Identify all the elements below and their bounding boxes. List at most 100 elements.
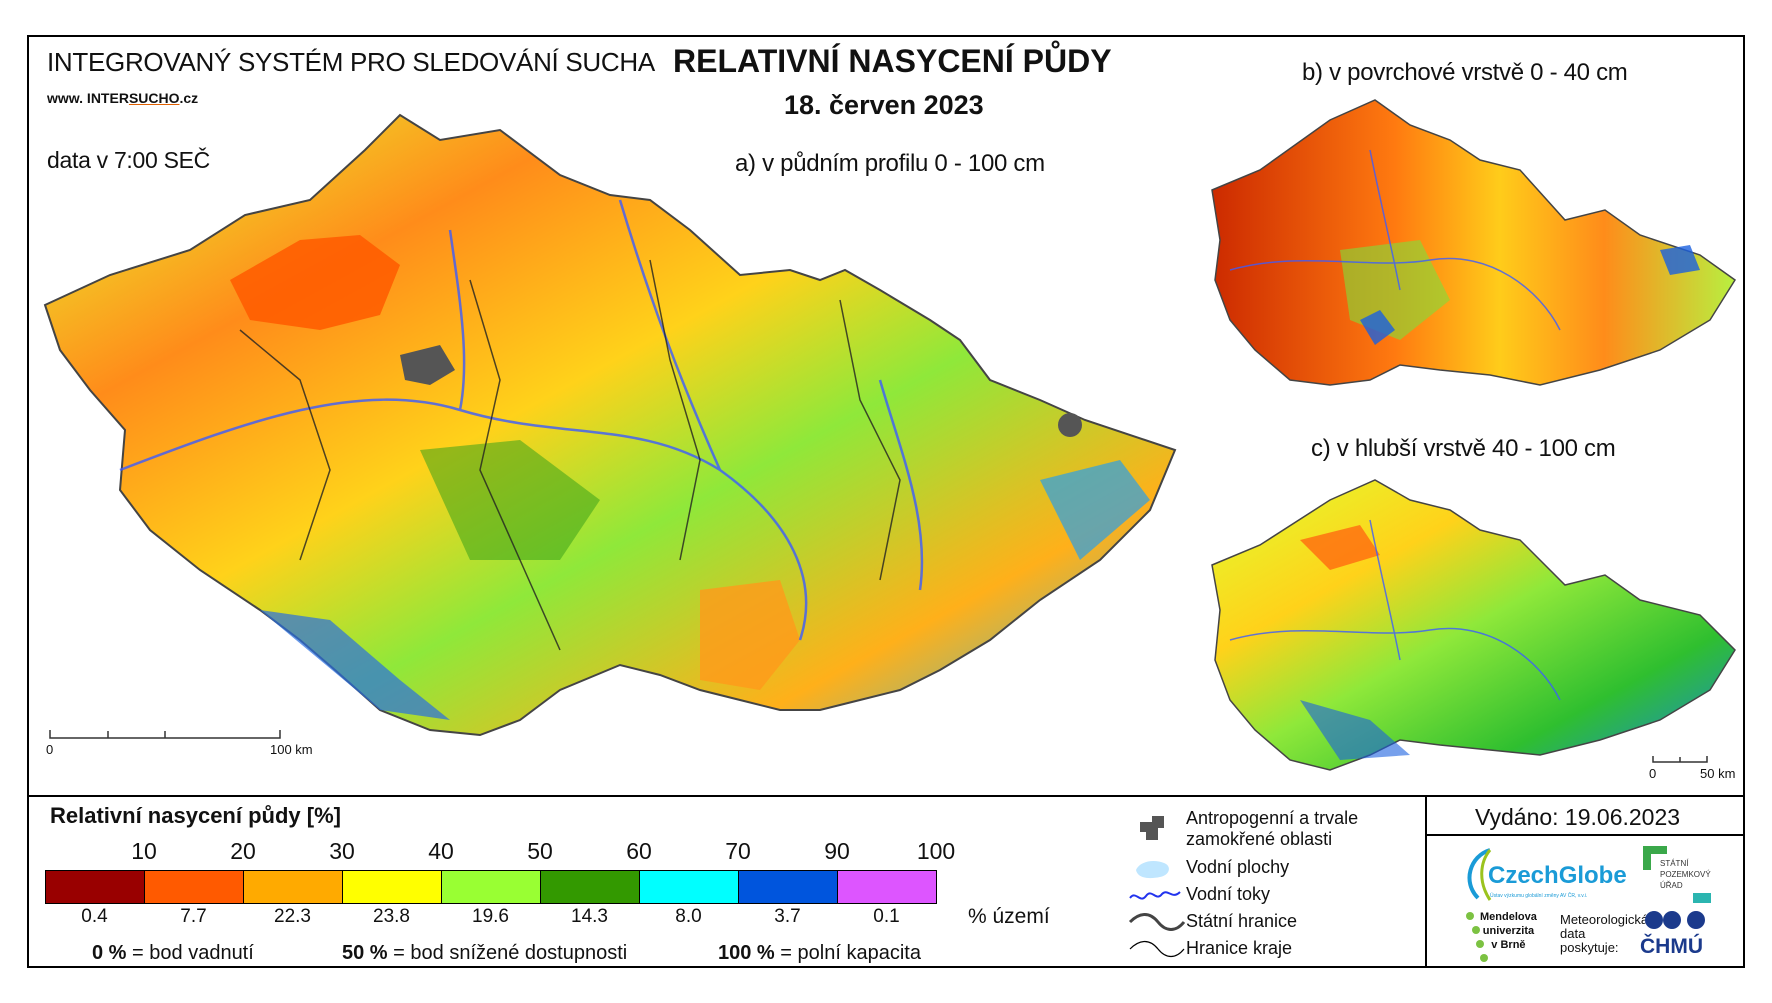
blue-spots-b — [1360, 245, 1700, 345]
map-a-label: a) v půdním profilu 0 - 100 cm — [735, 150, 1045, 177]
mendel-line3: v Brně — [1491, 939, 1526, 951]
note3-value: 100 % — [718, 942, 775, 964]
region-borders-a — [239, 259, 901, 651]
czechglobe-logo[interactable]: CzechGlobe — [1488, 862, 1627, 889]
blue-area-east-a — [1040, 460, 1150, 560]
website-link[interactable]: www. INTERSUCHO.cz — [47, 90, 198, 106]
symbol-state-border: Státní hranice — [1186, 911, 1298, 931]
spu-line1: STÁTNÍ — [1660, 859, 1689, 868]
legend-area-value: 3.7 — [774, 906, 801, 927]
symbol-anthropogenic-line1: Antropogenní a trvale — [1186, 808, 1359, 828]
meteo-line1: Meteorologická — [1560, 912, 1649, 927]
scale-small-end: 50 km — [1700, 766, 1736, 781]
issued-date: Vydáno: 19.06.2023 — [1475, 804, 1681, 830]
czech-republic-outline-b — [1211, 99, 1737, 386]
rivers-c — [1229, 519, 1561, 701]
color-scale-swatch — [145, 871, 244, 903]
color-scale-swatch — [541, 871, 640, 903]
symbol-anthropogenic-line2: zamokřené oblasti — [1186, 829, 1333, 849]
spu-logo-icon — [1643, 846, 1667, 870]
note1-value: 0 % — [92, 942, 127, 964]
czechglobe-logo-icon — [1467, 848, 1492, 901]
note1-text: = bod vadnutí — [132, 942, 254, 964]
czechglobe-subtitle: Ústav výzkumu globální změny AV ČR, v.v.… — [1490, 893, 1588, 899]
spu-accent-icon — [1693, 893, 1711, 903]
website-suffix: .cz — [179, 90, 199, 106]
region-border-icon — [1129, 940, 1185, 958]
water-body-icon — [1136, 861, 1169, 879]
symbol-region-border: Hranice kraje — [1186, 938, 1293, 958]
system-title: INTEGROVANÝ SYSTÉM PRO SLEDOVÁNÍ SUCHA — [47, 47, 655, 77]
note-wilting-point: 0 % = bod vadnutí — [92, 942, 254, 965]
area-unit: % území — [968, 905, 1050, 928]
spu-logo-text[interactable]: STÁTNÍ POZEMKOVÝ ÚŘAD — [1660, 858, 1711, 891]
logo-divider — [1425, 795, 1427, 968]
legend-area-value: 19.6 — [472, 906, 509, 927]
legend-area-value: 0.1 — [873, 906, 900, 927]
green-area-b — [1340, 240, 1450, 340]
mendel-logo-text[interactable]: Mendelova univerzita v Brně — [1480, 910, 1537, 952]
color-scale-swatch — [739, 871, 838, 903]
color-scale-swatch — [46, 871, 145, 903]
anthropogenic-spot-a — [1058, 413, 1082, 437]
legend-threshold-label: 60 — [626, 838, 652, 864]
legend-title: Relativní nasycení půdy [%] — [50, 803, 341, 828]
website-highlight: SUCHO — [128, 90, 180, 106]
legend-threshold-label: 30 — [329, 838, 355, 864]
symbol-anthropogenic: Antropogenní a trvale zamokřené oblasti — [1186, 808, 1358, 850]
legend-threshold-label: 100 — [916, 838, 956, 864]
legend-divider — [27, 795, 1745, 797]
spu-line3: ÚŘAD — [1660, 881, 1683, 890]
issued-divider — [1425, 834, 1745, 836]
legend-threshold-label: 20 — [230, 838, 256, 864]
legend-area-value: 7.7 — [180, 906, 207, 927]
symbol-rivers: Vodní toky — [1186, 884, 1271, 904]
note3-text: = polní kapacita — [780, 942, 921, 964]
orange-area-c — [1300, 525, 1380, 570]
map-b-label: b) v povrchové vrstvě 0 - 40 cm — [1302, 59, 1628, 86]
meteo-line3: poskytuje: — [1560, 940, 1619, 955]
main-title: RELATIVNÍ NASYCENÍ PŮDY — [673, 43, 1112, 79]
note-field-capacity: 100 % = polní kapacita — [718, 942, 921, 965]
mendel-line1: Mendelova — [1480, 911, 1537, 923]
blue-area-southwest-a — [260, 610, 450, 720]
chmu-logo[interactable]: ČHMÚ — [1640, 935, 1703, 958]
czech-republic-outline-c — [1211, 479, 1736, 771]
color-scale-swatch — [343, 871, 442, 903]
scale-main-start: 0 — [46, 742, 54, 757]
color-scale-swatch — [442, 871, 541, 903]
color-scale-bar — [45, 870, 937, 904]
symbol-water-bodies: Vodní plochy — [1186, 857, 1290, 877]
legend-threshold-label: 10 — [131, 838, 157, 864]
color-scale-swatch — [244, 871, 343, 903]
note2-text: = bod snížené dostupnosti — [393, 942, 628, 964]
map-date: 18. červen 2023 — [784, 90, 984, 120]
legend-area-value: 22.3 — [274, 906, 311, 927]
scale-small-start: 0 — [1649, 766, 1657, 781]
color-scale-swatch — [640, 871, 739, 903]
legend-threshold-label: 40 — [428, 838, 454, 864]
river-icon — [1129, 891, 1181, 900]
legend-area-value: 8.0 — [675, 906, 702, 927]
legend-threshold-label: 50 — [527, 838, 553, 864]
mendel-line2: univerzita — [1482, 925, 1535, 937]
legend-area-value: 0.4 — [81, 906, 108, 927]
legend-area-value: 14.3 — [571, 906, 608, 927]
state-border-icon — [1128, 913, 1186, 931]
meteo-line2: data — [1560, 926, 1586, 941]
legend-threshold-label: 70 — [725, 838, 751, 864]
data-time: data v 7:00 SEČ — [47, 147, 210, 173]
note2-value: 50 % — [342, 942, 388, 964]
mendel-dots-icon — [1466, 912, 1488, 962]
rivers-a — [119, 199, 924, 641]
note-reduced-availability: 50 % = bod snížené dostupnosti — [342, 942, 627, 965]
red-area-northwest-a — [230, 235, 400, 330]
color-scale-swatch — [838, 871, 936, 903]
orange-area-south-a — [700, 580, 800, 690]
meteo-text: Meteorologická data poskytuje: — [1560, 913, 1648, 955]
website-prefix: www. INTER — [47, 90, 129, 106]
green-area-center-a — [420, 440, 600, 560]
map-c-label: c) v hlubší vrstvě 40 - 100 cm — [1311, 435, 1616, 462]
